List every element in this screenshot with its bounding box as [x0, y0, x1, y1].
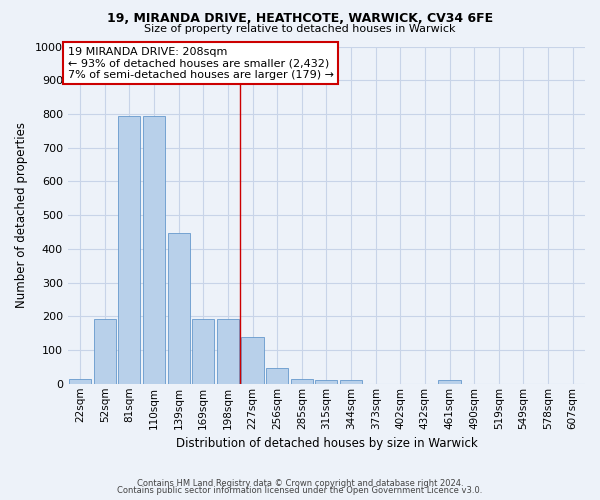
Bar [217, 318, 239, 384]
Bar [118, 116, 140, 384]
Bar [290, 380, 313, 384]
Bar [241, 336, 263, 384]
Bar [94, 318, 116, 384]
Text: Contains public sector information licensed under the Open Government Licence v3: Contains public sector information licen… [118, 486, 482, 495]
Text: Contains HM Land Registry data © Crown copyright and database right 2024.: Contains HM Land Registry data © Crown c… [137, 478, 463, 488]
Bar [167, 233, 190, 384]
Bar [143, 116, 165, 384]
X-axis label: Distribution of detached houses by size in Warwick: Distribution of detached houses by size … [176, 437, 477, 450]
Bar [69, 378, 91, 384]
Text: 19, MIRANDA DRIVE, HEATHCOTE, WARWICK, CV34 6FE: 19, MIRANDA DRIVE, HEATHCOTE, WARWICK, C… [107, 12, 493, 26]
Bar [266, 368, 288, 384]
Text: 19 MIRANDA DRIVE: 208sqm
← 93% of detached houses are smaller (2,432)
7% of semi: 19 MIRANDA DRIVE: 208sqm ← 93% of detach… [68, 46, 334, 80]
Bar [439, 380, 461, 384]
Bar [340, 380, 362, 384]
Bar [192, 318, 214, 384]
Bar [316, 380, 337, 384]
Y-axis label: Number of detached properties: Number of detached properties [15, 122, 28, 308]
Text: Size of property relative to detached houses in Warwick: Size of property relative to detached ho… [144, 24, 456, 34]
